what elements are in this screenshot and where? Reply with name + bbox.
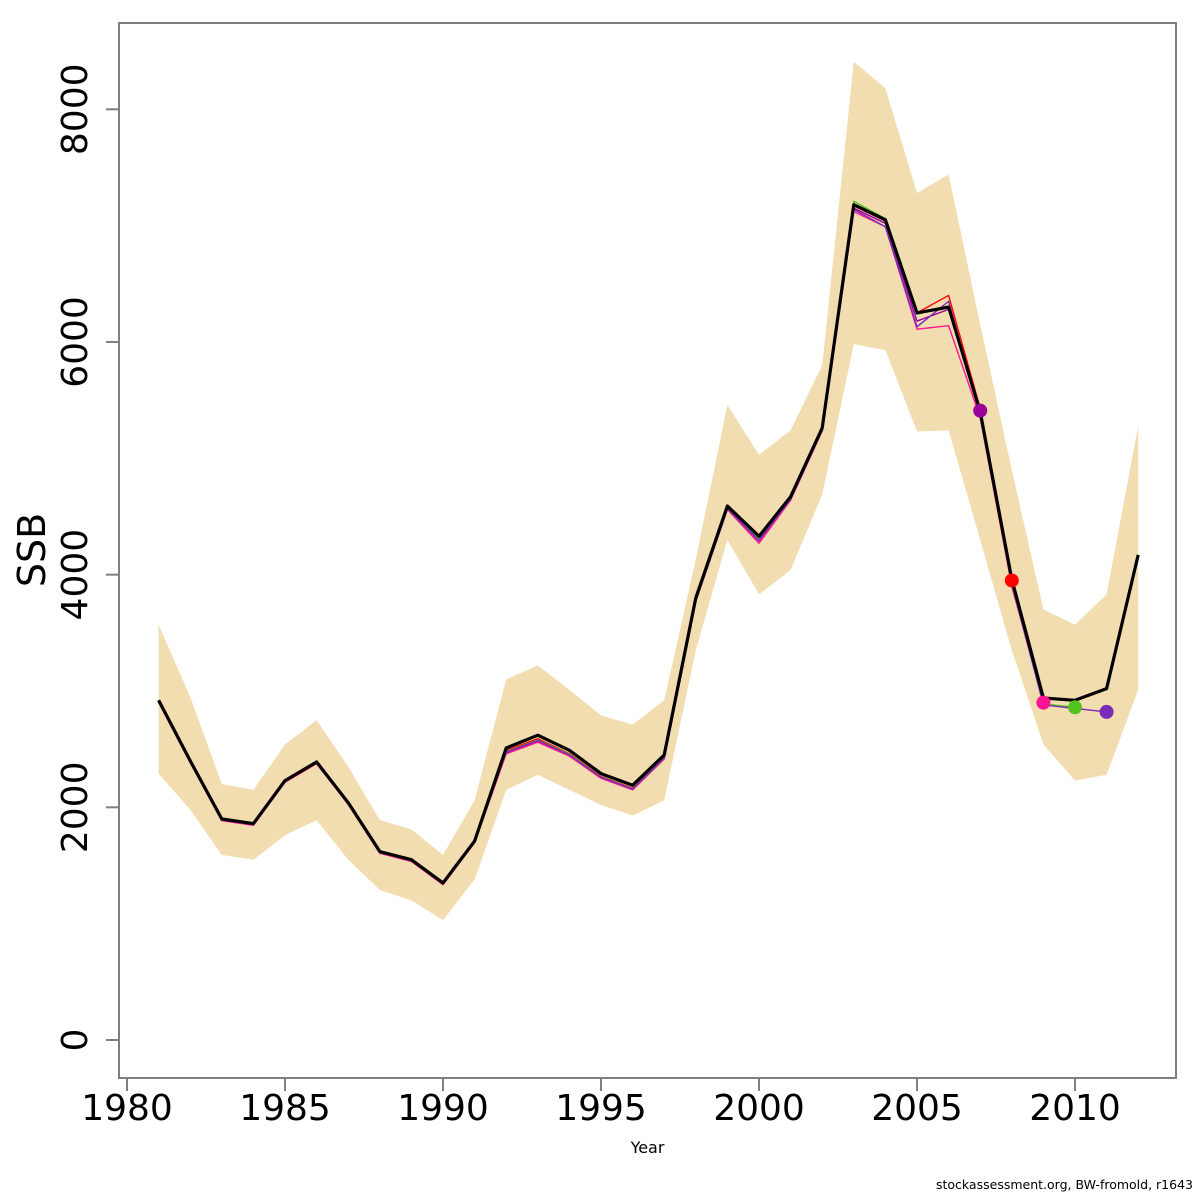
x-tick-label: 1985 [239,1088,331,1129]
retro-2007-end-dot [973,403,988,418]
retro-2009-end-dot [1036,695,1051,710]
x-tick-label: 1980 [81,1088,173,1129]
y-tick-label: 4000 [55,529,96,621]
x-tick-label: 1990 [397,1088,489,1129]
x-tick-label: 1995 [555,1088,647,1129]
x-axis-title: Year [630,1138,665,1157]
current-run-line [157,203,1140,885]
x-tick-label: 2010 [1029,1088,1121,1129]
y-tick-label: 0 [55,1029,96,1052]
retro-2008-end-dot [1004,573,1019,588]
watermark-text: stockassessment.org, BW-fromold, r1643 [935,1177,1193,1192]
y-tick-label: 2000 [55,762,96,854]
confidence-band [158,61,1139,921]
retro-2011-end-dot [1099,704,1114,719]
x-tick-label: 2005 [871,1088,963,1129]
retro-2010-end-dot [1068,700,1082,715]
x-axis-title-wrap: Year [0,1138,1200,1157]
y-axis-title-wrap: SSB [10,480,54,620]
plot-box [118,22,1177,1079]
y-tick-label: 8000 [55,63,96,155]
x-tick-label: 2000 [713,1088,805,1129]
y-axis-title: SSB [10,512,54,588]
y-tick-label: 6000 [55,296,96,388]
